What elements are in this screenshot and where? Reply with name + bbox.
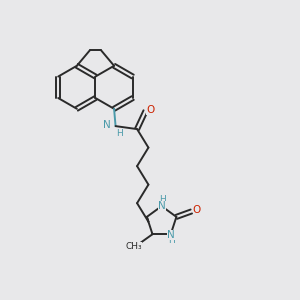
Text: O: O (193, 205, 201, 215)
Text: H: H (168, 236, 175, 245)
Text: CH₃: CH₃ (125, 242, 142, 251)
Text: N: N (103, 120, 111, 130)
Text: H: H (116, 129, 122, 138)
Text: O: O (146, 105, 154, 115)
Text: N: N (158, 200, 166, 211)
Text: N: N (167, 230, 175, 240)
Text: H: H (159, 195, 166, 204)
